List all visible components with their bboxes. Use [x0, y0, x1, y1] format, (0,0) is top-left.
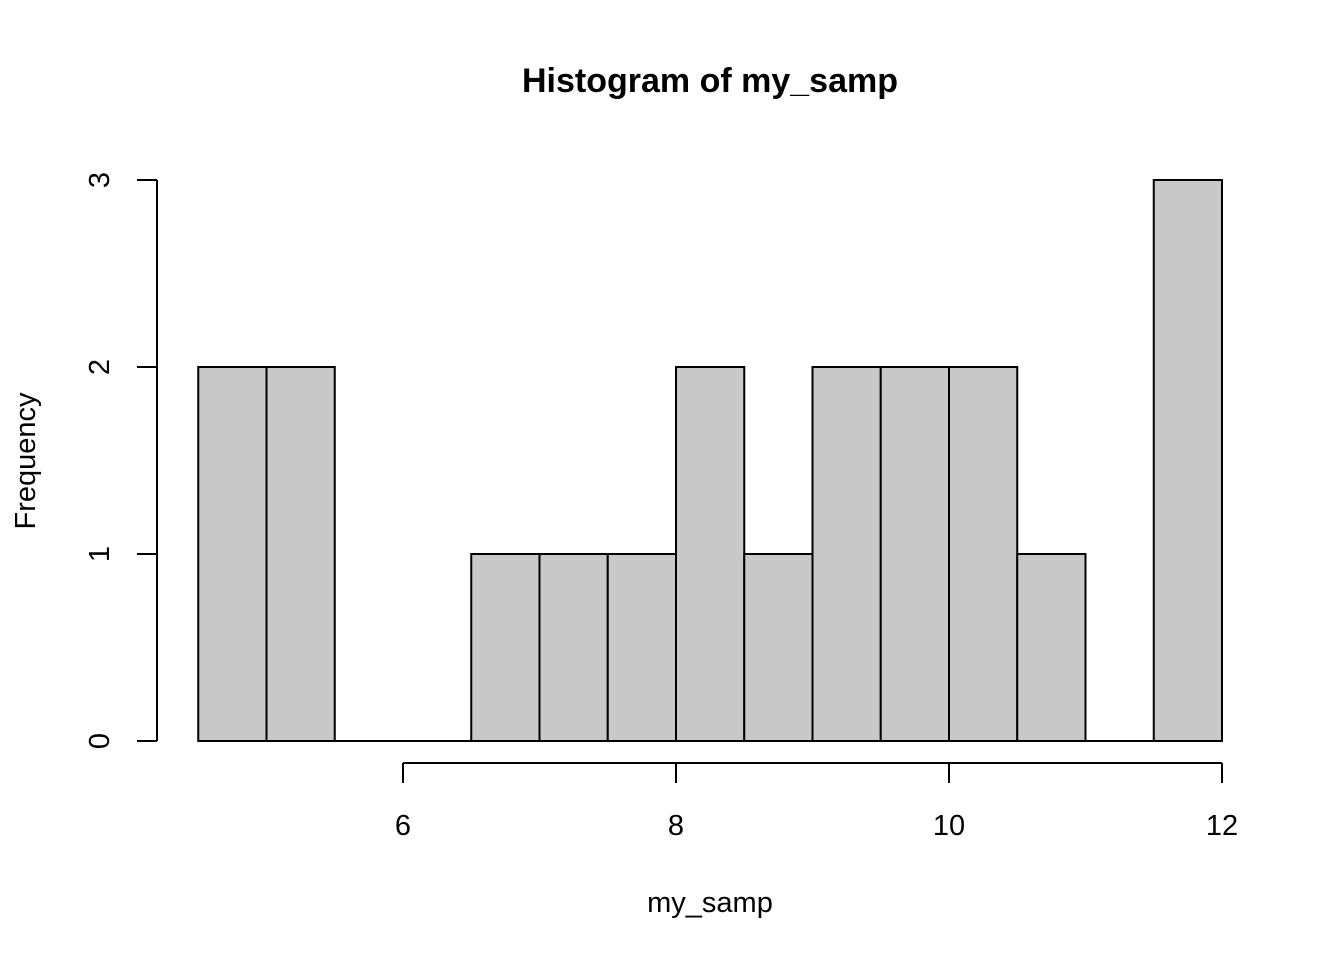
bars-group [197, 179, 1223, 742]
y-tick-label-3: 3 [84, 172, 116, 188]
y-axis-label: Frequency [10, 392, 42, 530]
histogram-bar-0 [197, 366, 268, 742]
histogram-bar-6 [606, 553, 677, 742]
x-tick-label-0: 6 [395, 810, 411, 842]
histogram-bar-12 [1016, 553, 1087, 742]
histogram-bar-5 [538, 553, 609, 742]
y-tick-label-0: 0 [84, 733, 116, 749]
y-tick-label-2: 2 [84, 359, 116, 375]
chart-title: Histogram of my_samp [522, 62, 898, 100]
y-tick-label-1: 1 [84, 546, 116, 562]
histogram-bar-7 [675, 366, 746, 742]
x-tick-label-3: 12 [1206, 810, 1238, 842]
histogram-bar-4 [470, 553, 541, 742]
x-axis: 6 8 10 12 [395, 762, 1238, 842]
x-axis-label: my_samp [647, 887, 773, 919]
histogram-bar-9 [811, 366, 882, 742]
x-tick-label-2: 10 [933, 810, 965, 842]
histogram-bar-8 [743, 553, 814, 742]
x-tick-label-1: 8 [668, 810, 684, 842]
histogram-bar-11 [948, 366, 1019, 742]
histogram-bar-1 [265, 366, 336, 742]
histogram-bar-14 [1152, 179, 1223, 742]
histogram-bar-10 [879, 366, 950, 742]
y-axis: 0 1 2 3 [84, 172, 158, 749]
